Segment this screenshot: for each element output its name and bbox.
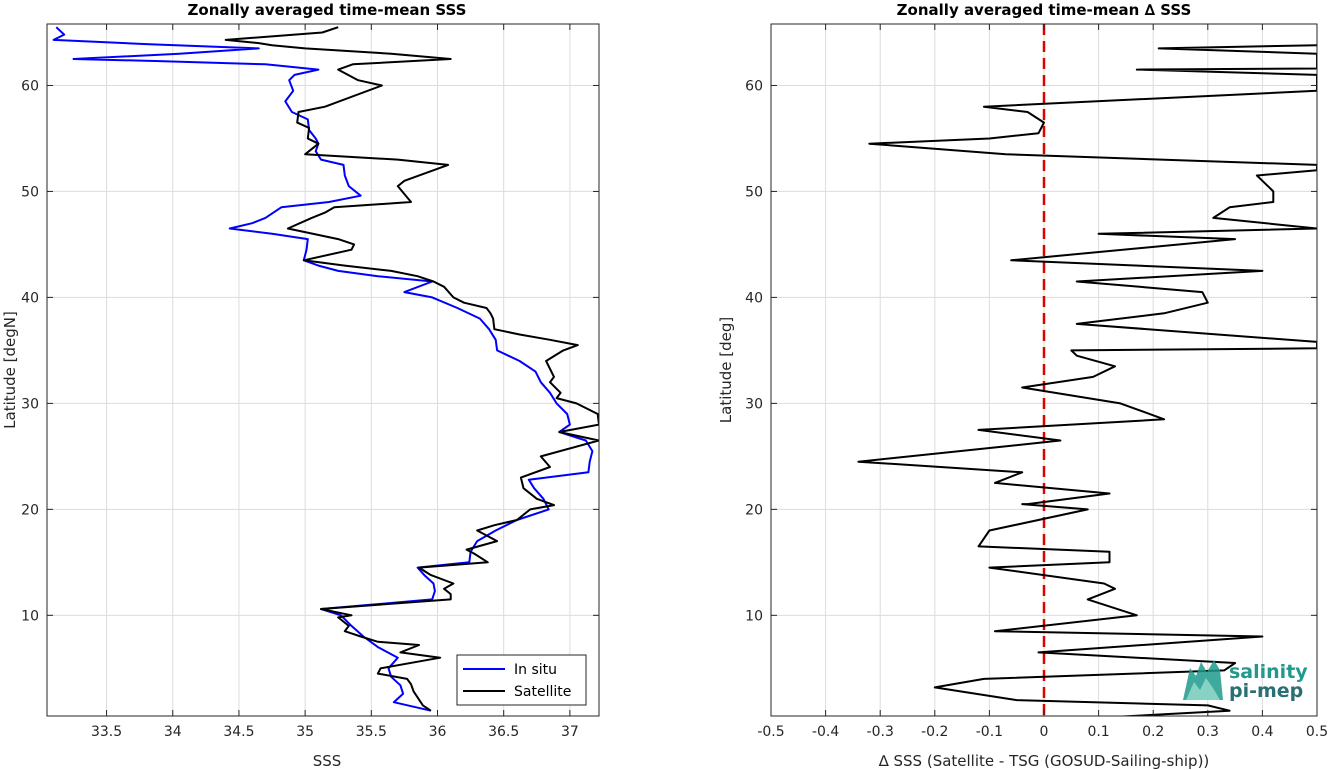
x-tick-label: 0.3 [1197, 724, 1219, 740]
legend-in-situ-label: In situ [514, 662, 557, 678]
sss-panel: 33.5 34 34.5 35 35.5 36 36.5 37 10 20 30 40 50 60 Zon… [1, 1, 600, 770]
x-tick-label: 36.5 [488, 724, 519, 740]
y-tick-label: 10 [745, 608, 763, 624]
x-tick-label: 33.5 [91, 724, 122, 740]
y-tick-label: 40 [21, 290, 39, 306]
x-tick-label: -0.1 [976, 724, 1003, 740]
legend-box [456, 654, 587, 706]
series-line-in-situ [52, 26, 594, 712]
y-tick-label: 50 [21, 184, 39, 200]
x-tick-label: 35.5 [356, 724, 387, 740]
x-tick-label: 34.5 [223, 724, 254, 740]
x-tick-label: -0.3 [867, 724, 894, 740]
logo-word-salinity: salinity [1229, 661, 1308, 683]
y-tick-label: 60 [21, 78, 39, 94]
x-tick-label: 0 [1040, 724, 1049, 740]
x-tick-label: -0.5 [757, 724, 784, 740]
y-tick-label: 30 [21, 396, 39, 412]
x-tick-label: 0.5 [1306, 724, 1328, 740]
sss-series-group [52, 26, 599, 712]
y-tick-label: 30 [745, 396, 763, 412]
y-tick-label: 60 [745, 78, 763, 94]
y-tick-label: 10 [21, 608, 39, 624]
logo-word-pi-mep: pi-mep [1229, 680, 1303, 702]
sss-x-axis-label: SSS [313, 752, 342, 770]
sss-chart-title: Zonally averaged time-mean SSS [188, 1, 467, 19]
x-tick-label: -0.4 [812, 724, 839, 740]
delta-x-axis-label: ∆ SSS (Satellite - TSG (GOSUD-Sailing-sh… [878, 752, 1210, 770]
x-tick-label: 0.4 [1251, 724, 1273, 740]
legend: In situ Satellite [456, 654, 587, 706]
x-tick-label: 36 [429, 724, 447, 740]
y-tick-label: 20 [21, 502, 39, 518]
x-tick-label: 34 [164, 724, 182, 740]
series-line-delta [857, 44, 1317, 716]
x-tick-label: 0.1 [1087, 724, 1109, 740]
sss-tick-labels: 33.5 34 34.5 35 35.5 36 36.5 37 10 20 30 40 50 60 [21, 24, 599, 740]
y-tick-label: 40 [745, 290, 763, 306]
delta-tick-labels: -0.5 -0.4 -0.3 -0.2 -0.1 0 0.1 0.2 0.3 0.4 0.5 10 20… [745, 24, 1328, 740]
x-tick-label: -0.2 [921, 724, 948, 740]
sss-plot-area [47, 24, 599, 716]
logo-wave-highlight-icon [1186, 678, 1220, 700]
sss-axes-frame [46, 23, 600, 717]
series-line-satellite [224, 26, 599, 712]
x-tick-label: 37 [561, 724, 579, 740]
x-tick-label: 0.2 [1142, 724, 1164, 740]
legend-satellite-label: Satellite [514, 684, 571, 700]
delta-series-group [857, 44, 1317, 716]
sss-y-axis-label: Latitude [degN] [1, 311, 19, 429]
delta-sss-panel: -0.5 -0.4 -0.3 -0.2 -0.1 0 0.1 0.2 0.3 0.4 0.5 10 20… [717, 1, 1328, 770]
y-tick-label: 50 [745, 184, 763, 200]
x-tick-label: 35 [296, 724, 314, 740]
salinity-pi-mep-logo: salinity pi-mep [1183, 660, 1308, 702]
delta-y-axis-label: Latitude [deg] [717, 317, 735, 423]
delta-chart-title: Zonally averaged time-mean ∆ SSS [897, 1, 1192, 19]
sss-grid [47, 24, 599, 716]
y-tick-label: 20 [745, 502, 763, 518]
